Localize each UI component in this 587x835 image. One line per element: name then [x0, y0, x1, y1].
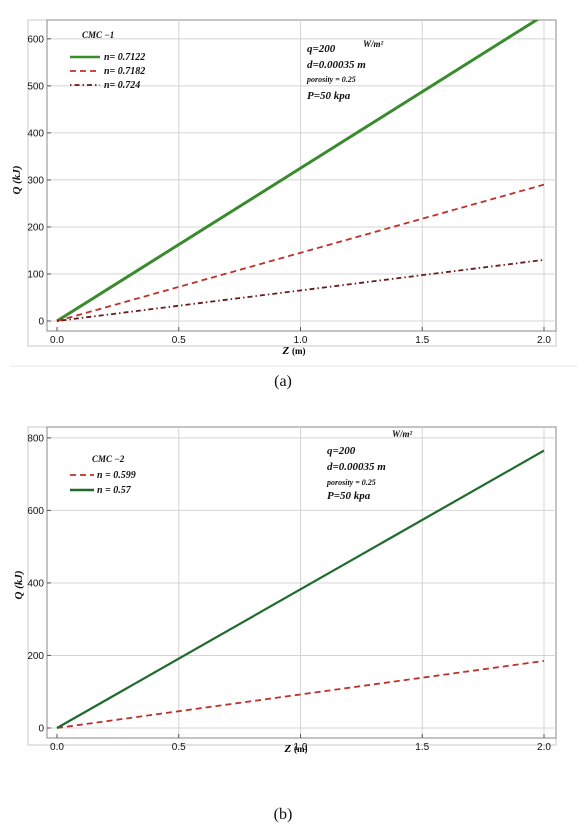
x-tick-label: 2.0	[537, 742, 551, 753]
y-tick-label: 0	[38, 317, 44, 328]
y-tick-label: 400	[27, 578, 44, 589]
chart-a: 0.0 0.5 1.0 1.5 2.0 0 100 200 300 400 500 600 Z (m) Q…	[11, 19, 557, 390]
y-axis-label: Q (kJ)	[13, 570, 25, 599]
legend-label-1: n = 0.599	[97, 470, 136, 481]
chart-b: 0.0 0.5 1.0 1.5 2.0 0 200 400 600 800 Z (m) Q (kJ) C…	[13, 426, 557, 823]
y-tick-label: 800	[27, 433, 44, 444]
series-line-3	[56, 258, 545, 322]
y-tick-label: 600	[27, 34, 44, 45]
y-tick-label: 100	[27, 269, 44, 280]
annotation-pressure: P=50 kpa	[307, 90, 351, 102]
x-axis-label: Z (m)	[284, 743, 308, 755]
series-line-2	[56, 183, 545, 322]
x-tick-label: 1.5	[415, 742, 429, 753]
legend-label-3: n= 0.724	[104, 80, 140, 91]
series-line-2	[56, 449, 545, 729]
y-tick-label: 400	[27, 128, 44, 139]
x-tick-label: 0.0	[50, 742, 64, 753]
x-tick-label: 1.5	[415, 335, 429, 346]
annotation-diameter: d=0.00035 m	[327, 461, 386, 473]
x-tick-label: 1.0	[294, 335, 308, 346]
annotation-heat-flux: q=200	[307, 43, 336, 55]
y-tick-label: 0	[38, 724, 44, 735]
series-line-1	[56, 660, 545, 729]
annotation-heat-flux-unit: W/m²	[392, 429, 413, 439]
x-tick-label: 0.5	[172, 335, 186, 346]
x-tick-label: 2.0	[537, 335, 551, 346]
annotation-heat-flux-unit: W/m²	[363, 39, 384, 49]
legend-label-2: n= 0.7182	[104, 66, 145, 77]
y-tick-label: 200	[27, 222, 44, 233]
legend-title: CMC −1	[82, 30, 114, 40]
annotation-heat-flux: q=200	[327, 445, 356, 457]
y-tick-label: 500	[27, 81, 44, 92]
y-tick-label: 300	[27, 175, 44, 186]
figure-caption: (a)	[274, 373, 292, 390]
series-line-1	[56, 20, 540, 323]
outer-frame	[27, 19, 557, 347]
y-tick-label: 600	[27, 506, 44, 517]
y-tick-label: 200	[27, 651, 44, 662]
x-tick-label: 0.5	[172, 742, 186, 753]
figure-caption: (b)	[274, 806, 293, 823]
annotation-porosity: porosity = 0.25	[326, 478, 376, 487]
legend-label-2: n = 0.57	[97, 485, 132, 496]
y-axis-label: Q (kJ)	[11, 165, 23, 194]
x-axis-label: Z (m)	[282, 345, 306, 357]
legend-label-1: n= 0.7122	[104, 52, 145, 63]
x-tick-label: 0.0	[50, 335, 64, 346]
annotation-diameter: d=0.00035 m	[307, 59, 366, 71]
plot-area	[46, 19, 557, 332]
annotation-pressure: P=50 kpa	[327, 490, 371, 502]
annotation-porosity: porosity = 0.25	[306, 75, 356, 84]
x-tick-label: 1.0	[294, 742, 308, 753]
legend-title: CMC −2	[92, 454, 125, 464]
